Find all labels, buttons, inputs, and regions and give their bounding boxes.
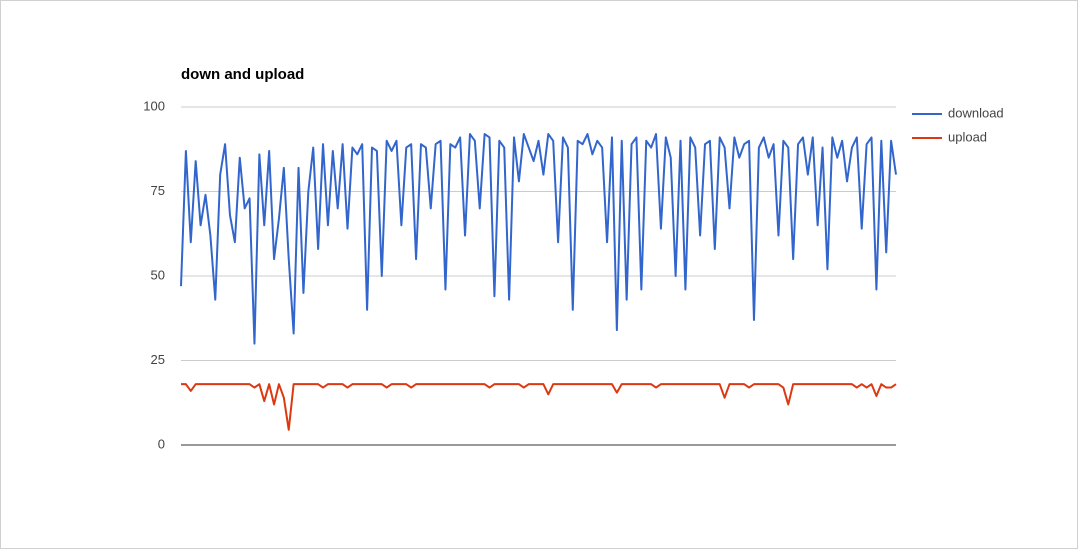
y-tick-label: 25 — [151, 352, 165, 367]
series-line — [180, 133, 897, 345]
y-tick-label: 0 — [158, 436, 165, 451]
legend-label: download — [948, 105, 1004, 120]
chart-title: down and upload — [181, 66, 304, 83]
series-line — [181, 383, 897, 431]
y-tick-label: 50 — [151, 267, 165, 282]
y-tick-label: 100 — [143, 98, 165, 113]
y-tick-label: 75 — [151, 183, 165, 198]
legend-label: upload — [948, 129, 987, 144]
